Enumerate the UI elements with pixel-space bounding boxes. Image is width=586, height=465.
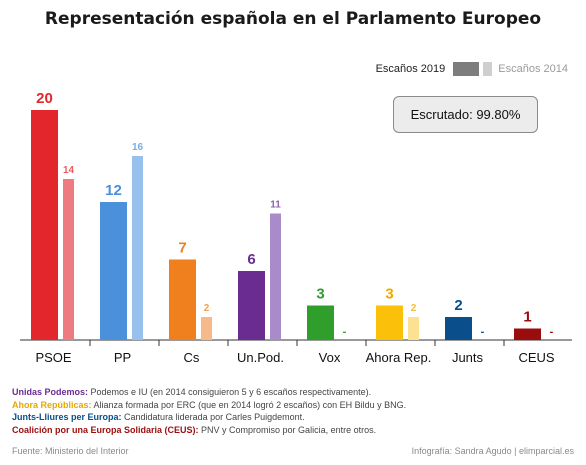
data-label-2019-junts: 2 xyxy=(454,297,462,314)
scrutiny-text: Escrutado: 99.80% xyxy=(410,107,521,122)
data-label-2019-pp: 12 xyxy=(105,182,122,199)
x-tick-label-vox: Vox xyxy=(319,350,341,365)
bar-2014-cs xyxy=(201,317,212,340)
footer-source: Fuente: Ministerio del Interior xyxy=(12,446,129,456)
x-tick-label-junts: Junts xyxy=(452,350,484,365)
note-text: Candidatura liderada por Carles Puigdemo… xyxy=(121,412,305,422)
data-label-2019-ceus: 1 xyxy=(523,309,531,326)
note-line: Unidas Podemos: Podemos e IU (en 2014 co… xyxy=(12,386,582,399)
bar-2019-vox xyxy=(307,305,334,340)
x-tick-label-cs: Cs xyxy=(184,350,200,365)
note-line: Coalición por una Europa Solidaria (CEUS… xyxy=(12,424,582,437)
note-text: Alianza formada por ERC (que en 2014 log… xyxy=(91,399,407,410)
bar-2014-pp xyxy=(132,156,143,340)
footer: Fuente: Ministerio del Interior Infograf… xyxy=(12,446,574,456)
data-label-2014-pp: 16 xyxy=(132,142,144,153)
bar-2014-un-pod xyxy=(270,213,281,340)
note-line: Ahora Repúblicas: Alianza formada por ER… xyxy=(12,399,582,412)
data-label-2014-ceus: - xyxy=(550,326,554,338)
x-tick-label-ahora-rep: Ahora Rep. xyxy=(366,350,432,365)
legend-label-2019: Escaños 2019 xyxy=(375,63,446,75)
bar-2014-ahora-rep xyxy=(408,317,419,340)
note-label: Ahora Repúblicas: xyxy=(12,399,92,410)
bar-2019-junts xyxy=(445,317,472,340)
notes: Unidas Podemos: Podemos e IU (en 2014 co… xyxy=(12,386,582,436)
legend-swatch-2014 xyxy=(483,62,493,76)
data-label-2019-psoe: 20 xyxy=(36,90,53,107)
note-label: Junts-Lliures per Europa: xyxy=(12,412,122,422)
data-label-2014-un-pod: 11 xyxy=(270,200,281,211)
data-label-2019-un-pod: 6 xyxy=(247,251,255,268)
data-label-2019-cs: 7 xyxy=(178,240,186,257)
bar-2014-psoe xyxy=(63,179,74,340)
data-label-2014-psoe: 14 xyxy=(63,165,75,176)
note-label: Unidas Podemos: xyxy=(12,387,89,397)
legend-label-2014: Escaños 2014 xyxy=(498,63,568,75)
note-line: Junts-Lliures per Europa: Candidatura li… xyxy=(12,411,582,424)
bar-2019-ceus xyxy=(514,328,541,340)
x-tick-label-un-pod: Un.Pod. xyxy=(237,350,284,365)
legend-swatch-2019 xyxy=(453,62,480,76)
bar-2019-pp xyxy=(100,202,127,340)
note-label: Coalición por una Europa Solidaria (CEUS… xyxy=(12,424,199,435)
bar-2019-cs xyxy=(169,259,196,340)
x-tick-label-ceus: CEUS xyxy=(518,350,554,365)
x-tick-label-psoe: PSOE xyxy=(35,350,71,365)
note-text: PNV y Compromiso por Galicia, entre otro… xyxy=(198,424,377,435)
bar-2019-un-pod xyxy=(238,271,265,340)
data-label-2019-ahora-rep: 3 xyxy=(385,286,393,303)
data-label-2014-ahora-rep: 2 xyxy=(411,303,417,314)
footer-credit: Infografía: Sandra Agudo | elimparcial.e… xyxy=(411,446,574,456)
data-label-2019-vox: 3 xyxy=(316,286,324,303)
bar-2019-psoe xyxy=(31,110,58,340)
chart-title: Representación española en el Parlamento… xyxy=(44,9,542,29)
note-text: Podemos e IU (en 2014 consiguieron 5 y 6… xyxy=(88,387,372,397)
bar-2019-ahora-rep xyxy=(376,305,403,340)
data-label-2014-junts: - xyxy=(481,326,485,338)
bar-chart: 2014PSOE1216PP72Cs611Un.Pod.3-Vox32Ahora… xyxy=(20,90,572,365)
data-label-2014-vox: - xyxy=(343,326,347,338)
data-label-2014-cs: 2 xyxy=(204,303,210,314)
legend: Escaños 2019 Escaños 2014 xyxy=(376,62,568,76)
scrutiny-badge: Escrutado: 99.80% xyxy=(393,96,538,133)
x-tick-label-pp: PP xyxy=(114,350,131,365)
